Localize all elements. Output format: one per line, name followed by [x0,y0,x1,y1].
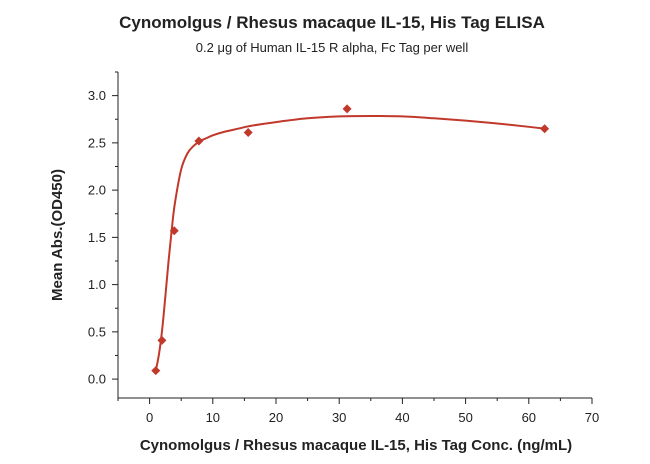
x-tick-label: 30 [332,410,346,425]
x-axis-label: Cynomolgus / Rhesus macaque IL-15, His T… [140,437,572,454]
y-tick-label: 2.5 [88,135,106,150]
data-point [243,127,253,137]
y-tick-label: 0.0 [88,372,106,387]
fit-curve [154,114,545,371]
x-tick-label: 60 [522,410,536,425]
data-point [342,104,352,114]
x-tick-label: 10 [206,410,220,425]
data-point [194,136,204,146]
y-tick-label: 3.0 [88,88,106,103]
data-point [169,226,179,236]
x-axis-ticks: 0 10 20 30 40 50 60 70 [117,398,599,425]
y-tick-label: 1.5 [88,230,106,245]
y-tick-label: 2.0 [88,183,106,198]
chart-subtitle: 0.2 μg of Human IL-15 R alpha, Fc Tag pe… [196,40,469,55]
x-tick-label: 50 [458,410,472,425]
x-tick-label: 0 [146,410,153,425]
data-point [540,124,550,134]
data-point [157,335,167,345]
y-axis-label: Mean Abs.(OD450) [49,169,66,301]
y-tick-label: 1.0 [88,277,106,292]
x-tick-label: 40 [395,410,409,425]
x-tick-label: 20 [269,410,283,425]
y-axis-ticks: 0.0 0.5 1.0 1.5 2.0 2.5 3.0 [88,71,118,387]
data-point [151,366,161,376]
x-tick-label: 70 [585,410,599,425]
y-tick-label: 0.5 [88,324,106,339]
chart-title: Cynomolgus / Rhesus macaque IL-15, His T… [119,13,545,32]
data-points [151,104,550,376]
